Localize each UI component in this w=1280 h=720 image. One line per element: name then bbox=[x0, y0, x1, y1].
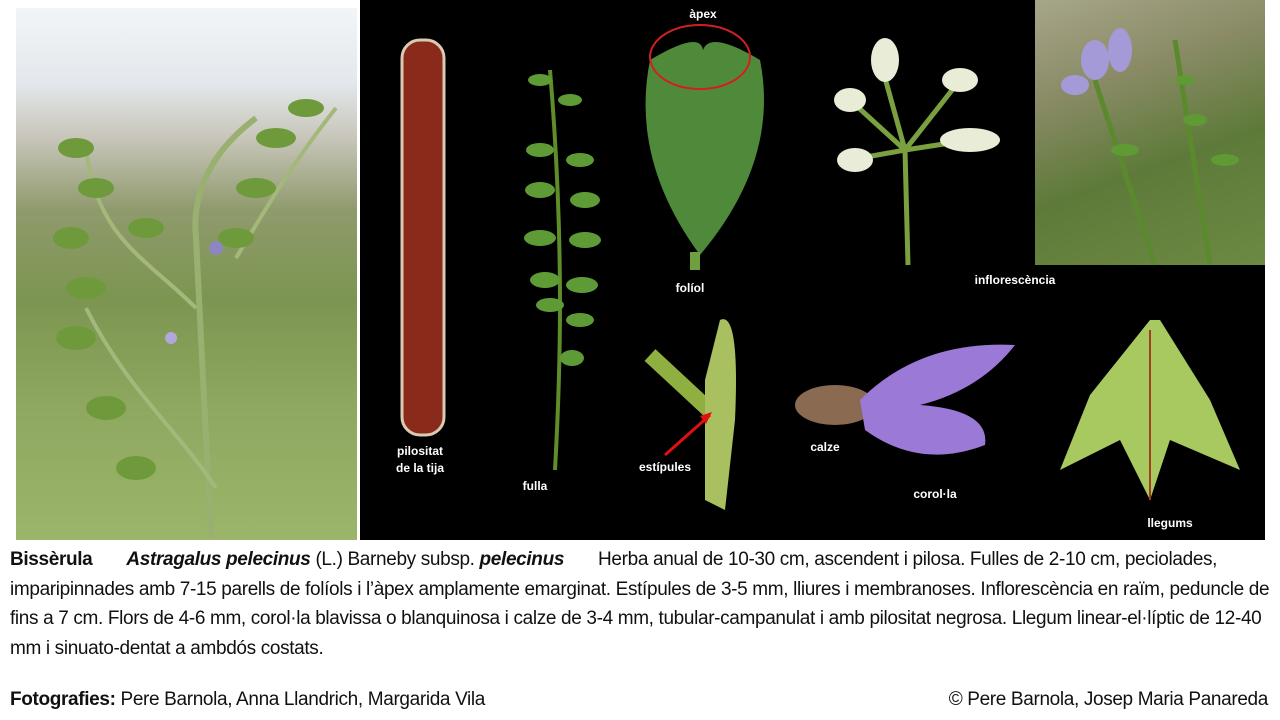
copyright: © Pere Barnola, Josep Maria Panareda bbox=[948, 689, 1269, 710]
label-apex: àpex bbox=[689, 7, 717, 21]
photographers: Pere Barnola, Anna Llandrich, Margarida … bbox=[115, 689, 486, 710]
label-foliol: folíol bbox=[675, 281, 705, 295]
label-pilositat-tija: pilositat de la tija bbox=[380, 443, 460, 477]
author-citation: (L.) Barneby subsp. bbox=[310, 549, 480, 570]
label-fulla: fulla bbox=[522, 479, 548, 493]
inflorescence-illustration bbox=[1061, 28, 1239, 265]
label-estipules: estípules bbox=[638, 460, 692, 474]
label-llegums: llegums bbox=[1147, 516, 1193, 530]
specimen-illustrations bbox=[400, 24, 1240, 510]
description-text: Herba anual de 10-30 cm, ascendent i pil… bbox=[10, 549, 1270, 659]
label-de-la-tija: de la tija bbox=[395, 461, 445, 475]
inflorescence-field-photo bbox=[1035, 0, 1265, 265]
label-inflorescencia: inflorescència bbox=[974, 273, 1056, 287]
label-calze: calze bbox=[810, 440, 840, 454]
plant-habit-photo bbox=[16, 8, 357, 540]
photos-label: Fotografies: bbox=[10, 689, 116, 710]
label-pilositat: pilositat bbox=[396, 444, 443, 458]
label-corolla: corol·la bbox=[913, 487, 957, 501]
species-description: Bissèrula Astragalus pelecinus (L.) Barne… bbox=[10, 545, 1275, 663]
credits-footer: Fotografies: Pere Barnola, Anna Llandric… bbox=[10, 689, 1268, 711]
photo-credits: Fotografies: Pere Barnola, Anna Llandric… bbox=[10, 689, 485, 711]
common-name: Bissèrula bbox=[10, 549, 93, 570]
plant-illustration bbox=[53, 99, 338, 539]
scientific-name: Astragalus pelecinus bbox=[126, 549, 311, 570]
subspecies-name: pelecinus bbox=[479, 549, 565, 570]
